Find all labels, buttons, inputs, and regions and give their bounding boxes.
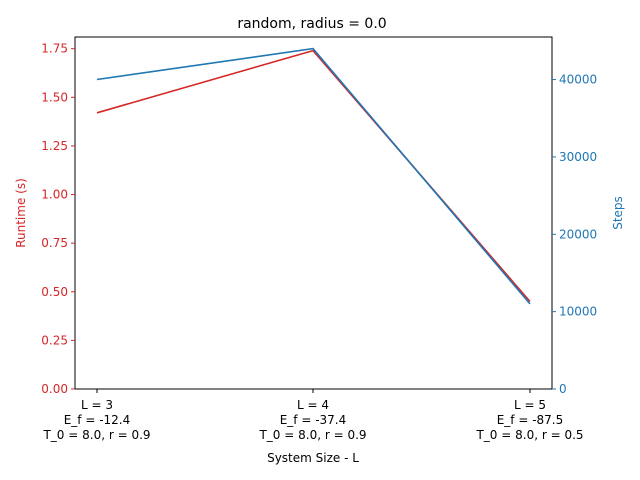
right-y-tick-label: 30000 <box>559 150 597 164</box>
right-y-axis: 0 10000 20000 30000 40000 <box>552 73 597 396</box>
left-y-axis-title: Runtime (s) <box>14 178 28 248</box>
left-y-tick-label: 1.25 <box>41 139 68 153</box>
left-y-tick-label: 1.50 <box>41 90 68 104</box>
right-y-tick-label: 10000 <box>559 305 597 319</box>
right-y-tick-label: 20000 <box>559 227 597 241</box>
x-tick-label: E_f = -37.4 <box>280 413 347 427</box>
left-y-tick-label: 0.50 <box>41 285 68 299</box>
runtime-series-line <box>96 49 531 303</box>
x-tick-label: T_0 = 8.0, r = 0.5 <box>475 428 583 442</box>
left-y-tick-label: 0.00 <box>41 382 68 396</box>
x-tick-label: T_0 = 8.0, r = 0.9 <box>258 428 366 442</box>
right-y-tick-label: 40000 <box>559 73 597 87</box>
x-tick-label: E_f = -12.4 <box>64 413 131 427</box>
chart-title: random, radius = 0.0 <box>237 16 386 32</box>
left-y-tick-label: 1.00 <box>41 188 68 202</box>
left-y-axis: 0.00 0.25 0.50 0.75 1.00 1.25 1.50 1.75 <box>41 42 75 396</box>
x-tick-label: T_0 = 8.0, r = 0.9 <box>42 428 150 442</box>
right-y-axis-title: Steps <box>611 196 625 230</box>
steps-series-line <box>96 47 531 305</box>
x-tick-label: L = 5 <box>514 398 546 412</box>
x-axis: L = 3E_f = -12.4T_0 = 8.0, r = 0.9L = 4E… <box>42 389 584 442</box>
left-y-tick-label: 0.25 <box>41 333 68 347</box>
x-tick-label: E_f = -87.5 <box>497 413 564 427</box>
left-y-tick-label: 1.75 <box>41 42 68 56</box>
x-axis-title: System Size - L <box>267 451 359 465</box>
x-tick-label: L = 4 <box>297 398 329 412</box>
plot-area <box>96 47 531 305</box>
left-y-tick-label: 0.75 <box>41 236 68 250</box>
x-tick-label: L = 3 <box>81 398 113 412</box>
plot-frame <box>74 36 553 390</box>
right-y-tick-label: 0 <box>559 382 567 396</box>
